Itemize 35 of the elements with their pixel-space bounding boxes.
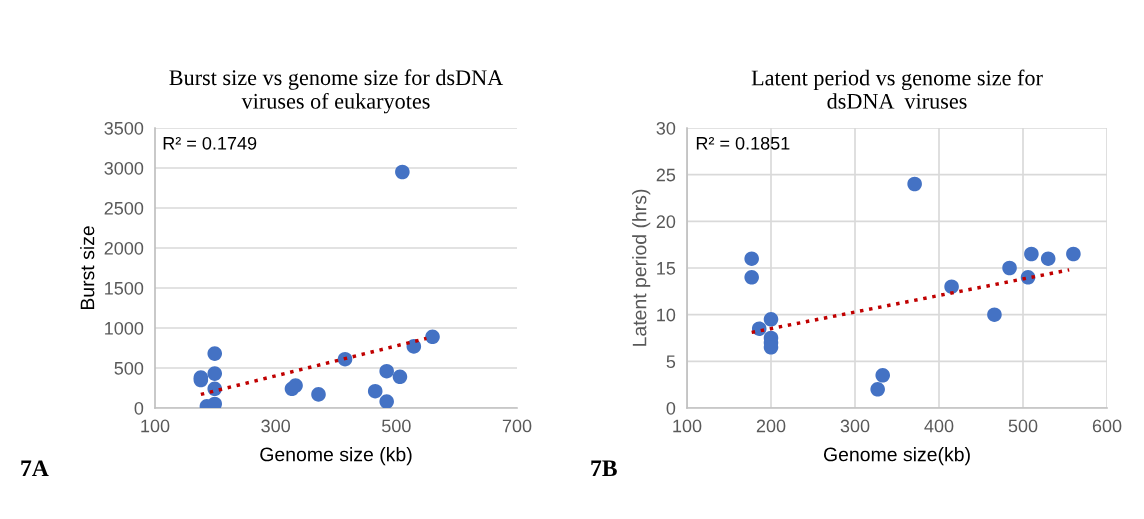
x-tick-label: 100	[141, 419, 170, 433]
x-tick-label: 300	[261, 419, 291, 433]
y-tick-label: 30	[656, 121, 676, 135]
x-tick-label: 200	[756, 419, 786, 433]
text: 7B	[591, 460, 617, 477]
y-tick-label: 2000	[104, 241, 144, 255]
x-axis-title: Genome size(kb)	[823, 447, 970, 466]
x-tick-label: 600	[1092, 419, 1122, 433]
y-tick-label: 5	[666, 355, 676, 369]
text: 7A	[21, 460, 49, 476]
y-tick-label: 1500	[105, 281, 144, 295]
y-tick-label: 25	[656, 168, 676, 182]
x-tick-label: 500	[1008, 419, 1038, 433]
y-axis-title: Burst size	[80, 226, 95, 310]
y-tick-label: 15	[657, 262, 676, 275]
chart-title: Burst size vs genome size for dsDNA viruses of eukaryotes	[169, 69, 504, 114]
y-tick-label: 1000	[105, 321, 144, 335]
y-tick-label: 3000	[104, 161, 144, 175]
y-tick-label: 10	[657, 308, 676, 322]
x-tick-label: 100	[673, 419, 702, 433]
annotation: R² = 0.1851	[696, 136, 790, 150]
x-tick-label: 500	[381, 419, 411, 433]
x-tick-label: 700	[502, 419, 532, 433]
x-tick-label: 300	[840, 419, 870, 433]
chart-title: Latent period vs genome size for dsDNA viruses	[751, 69, 1043, 109]
y-tick-label: 2500	[104, 201, 144, 215]
y-tick-label: 500	[114, 361, 144, 375]
x-axis-title: Genome size (kb)	[260, 447, 412, 466]
y-tick-label: 0	[134, 401, 144, 415]
y-tick-label: 20	[656, 215, 676, 229]
x-tick-label: 400	[924, 419, 954, 433]
annotation: R² = 0.1749	[163, 136, 257, 150]
y-tick-label: 0	[666, 401, 676, 415]
y-tick-label: 3500	[104, 121, 144, 135]
y-axis-title: Latent period (hrs)	[632, 189, 651, 346]
